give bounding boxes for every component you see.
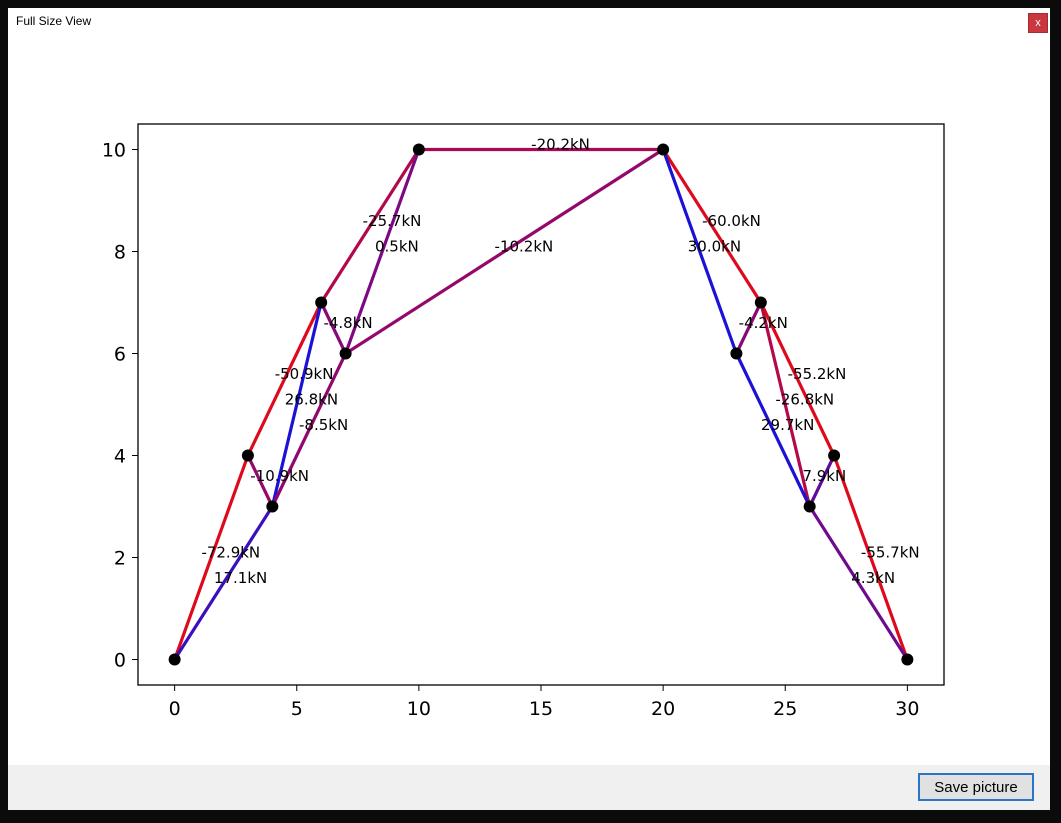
save-picture-button[interactable]: Save picture [918, 773, 1034, 801]
full-size-view-window: Full Size View x 0 5 10 15 20 25 30 0 2 4 6 8 10 -72.… [8, 8, 1050, 810]
x-tick-label: 10 [407, 698, 431, 720]
truss-node [168, 653, 181, 666]
truss-member [808, 504, 909, 662]
truss-member [734, 300, 763, 356]
footer-bar: Save picture [8, 765, 1050, 810]
member-force-label: 7.9kN [802, 467, 846, 485]
y-tick-label: 10 [102, 140, 126, 162]
member-force-label: 26.8kN [285, 390, 338, 408]
member-force-label: -8.5kN [299, 416, 348, 434]
truss-member [270, 300, 323, 509]
truss-node [241, 449, 254, 462]
truss-member [173, 504, 274, 662]
member-force-label: -10.9kN [250, 467, 309, 485]
y-tick-label: 2 [114, 548, 126, 570]
truss-node [412, 143, 425, 156]
truss-member [344, 147, 665, 356]
truss-member [319, 300, 348, 356]
x-tick-label: 20 [651, 698, 675, 720]
member-force-label: 4.3kN [851, 569, 895, 587]
truss-node [901, 653, 914, 666]
truss-node [266, 500, 279, 513]
truss-member [734, 351, 812, 509]
member-force-label: 29.7kN [761, 416, 814, 434]
y-tick-label: 0 [114, 650, 126, 672]
truss-node [803, 500, 816, 513]
title-bar: Full Size View x [8, 8, 1050, 38]
truss-member [661, 147, 738, 356]
member-force-label: 0.5kN [375, 237, 419, 255]
truss-plot: 0 5 10 15 20 25 30 0 2 4 6 8 10 -72.9kN 17.1kN -10.9kN -… [102, 123, 945, 720]
x-tick-label: 15 [529, 698, 553, 720]
truss-member [246, 300, 323, 458]
truss-member [173, 453, 250, 662]
y-tick-label: 6 [114, 344, 126, 366]
member-force-label: -10.2kN [495, 237, 554, 255]
truss-member [344, 147, 421, 356]
member-force-label: 30.0kN [688, 237, 741, 255]
truss-node [315, 296, 328, 309]
window-title: Full Size View [16, 14, 92, 28]
truss-member [759, 300, 836, 458]
x-tick-label: 0 [169, 698, 181, 720]
y-tick-label: 8 [114, 242, 126, 264]
truss-member [270, 351, 348, 509]
truss-member [246, 453, 274, 509]
member-force-label: -60.0kN [702, 212, 761, 230]
truss-node [339, 347, 352, 360]
truss-node [657, 143, 670, 156]
member-force-label: -55.2kN [788, 365, 847, 383]
member-force-label: -4.8kN [323, 314, 372, 332]
y-tick-label: 4 [114, 446, 126, 468]
x-tick-label: 30 [895, 698, 919, 720]
member-force-label: -72.9kN [201, 543, 260, 561]
member-force-label: -26.8kN [775, 390, 834, 408]
truss-node [754, 296, 767, 309]
member-force-label: -20.2kN [531, 135, 590, 153]
member-force-label: -4.2kN [739, 314, 788, 332]
truss-member [759, 300, 812, 509]
truss-member [808, 453, 836, 509]
member-force-label: -25.7kN [363, 212, 422, 230]
x-tick-label: 5 [291, 698, 303, 720]
member-force-label: -55.7kN [861, 543, 920, 561]
x-tick-label: 25 [773, 698, 797, 720]
member-force-label: -50.9kN [275, 365, 334, 383]
truss-member [661, 147, 763, 305]
truss-node [828, 449, 841, 462]
close-button[interactable]: x [1028, 13, 1048, 33]
truss-member [832, 453, 909, 662]
truss-node [730, 347, 743, 360]
truss-member [319, 147, 421, 305]
member-force-label: 17.1kN [214, 569, 267, 587]
